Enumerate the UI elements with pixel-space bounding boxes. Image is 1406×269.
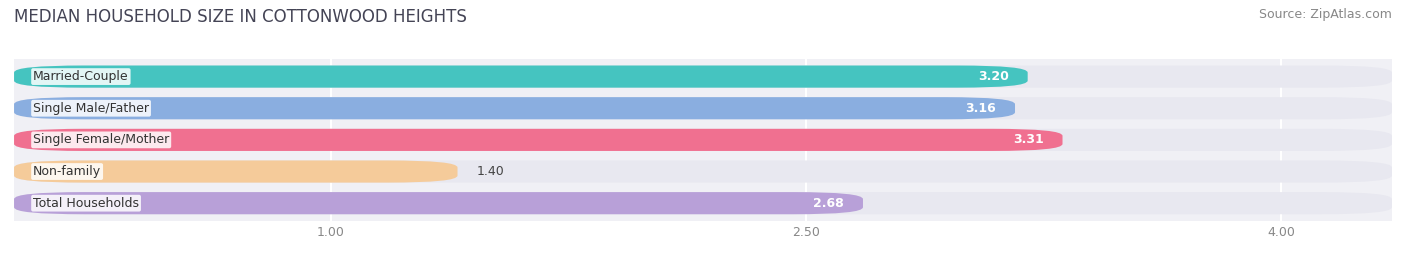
FancyBboxPatch shape <box>14 192 863 214</box>
FancyBboxPatch shape <box>14 129 1063 151</box>
Text: 3.20: 3.20 <box>977 70 1008 83</box>
FancyBboxPatch shape <box>14 97 1015 119</box>
FancyBboxPatch shape <box>14 160 1392 183</box>
Text: 3.31: 3.31 <box>1012 133 1043 146</box>
FancyBboxPatch shape <box>14 192 1392 214</box>
Text: 3.16: 3.16 <box>966 102 995 115</box>
FancyBboxPatch shape <box>14 97 1392 119</box>
Text: Total Households: Total Households <box>34 197 139 210</box>
Text: Single Male/Father: Single Male/Father <box>34 102 149 115</box>
FancyBboxPatch shape <box>14 66 1028 88</box>
Text: MEDIAN HOUSEHOLD SIZE IN COTTONWOOD HEIGHTS: MEDIAN HOUSEHOLD SIZE IN COTTONWOOD HEIG… <box>14 8 467 26</box>
FancyBboxPatch shape <box>14 160 457 183</box>
Text: Single Female/Mother: Single Female/Mother <box>34 133 169 146</box>
Text: 1.40: 1.40 <box>477 165 505 178</box>
FancyBboxPatch shape <box>14 129 1392 151</box>
Text: 2.68: 2.68 <box>813 197 844 210</box>
Text: Source: ZipAtlas.com: Source: ZipAtlas.com <box>1258 8 1392 21</box>
Text: Non-family: Non-family <box>34 165 101 178</box>
FancyBboxPatch shape <box>14 66 1392 88</box>
Text: Married-Couple: Married-Couple <box>34 70 129 83</box>
